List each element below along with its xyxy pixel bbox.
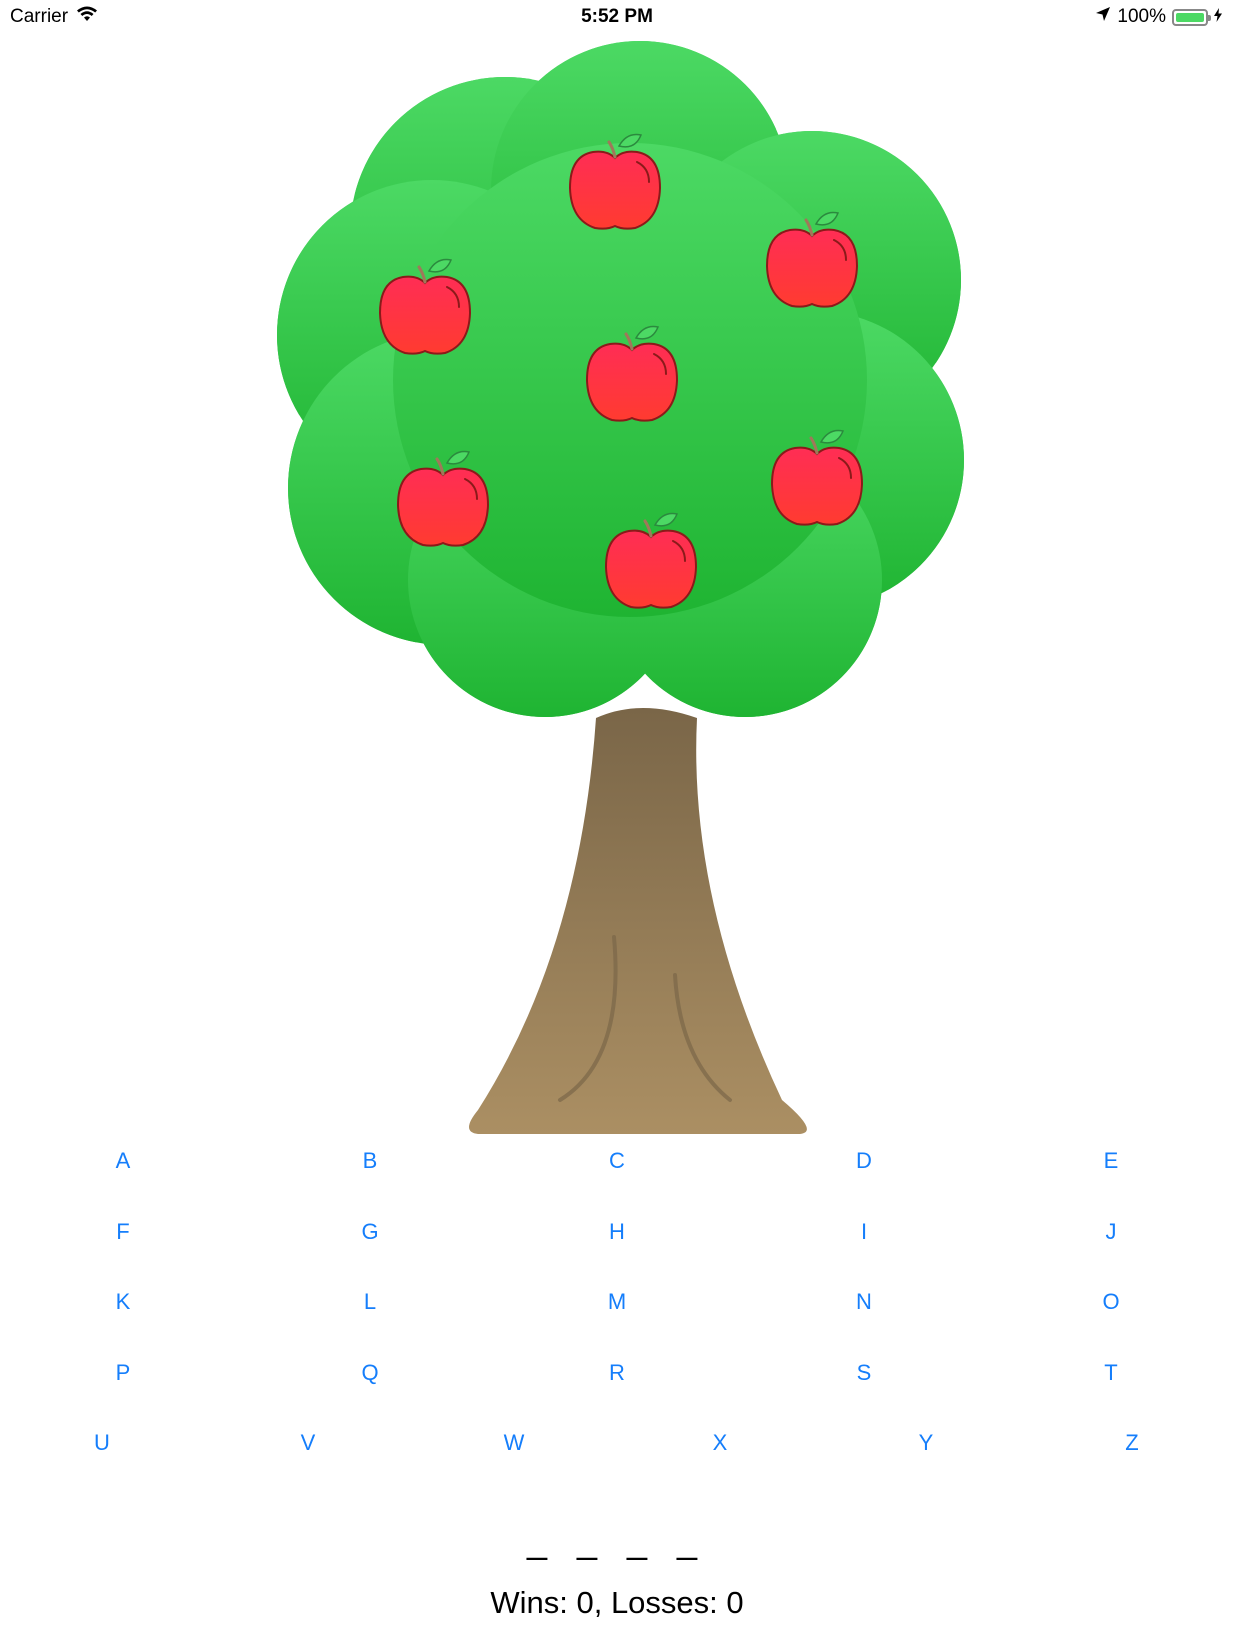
letter-button-l[interactable]: L [340, 1282, 400, 1322]
letter-button-g[interactable]: G [340, 1212, 400, 1252]
apple-icon [765, 211, 859, 308]
letter-button-t[interactable]: T [1081, 1353, 1141, 1393]
score-label: Wins: 0, Losses: 0 [490, 1585, 744, 1620]
letter-button-u[interactable]: U [72, 1423, 132, 1463]
location-arrow-icon [1095, 6, 1111, 28]
apple-icon [604, 512, 698, 609]
letter-button-x[interactable]: X [690, 1423, 750, 1463]
letter-button-r[interactable]: R [587, 1353, 647, 1393]
status-left: Carrier [10, 6, 98, 28]
status-right: 100% [1095, 6, 1222, 28]
letter-button-i[interactable]: I [834, 1212, 894, 1252]
letter-button-p[interactable]: P [93, 1353, 153, 1393]
letter-button-c[interactable]: C [587, 1141, 647, 1181]
battery-icon [1172, 8, 1211, 26]
charging-bolt-icon [1214, 6, 1222, 28]
tree-illustration [271, 35, 970, 1134]
letter-button-o[interactable]: O [1081, 1282, 1141, 1322]
letter-button-b[interactable]: B [340, 1141, 400, 1181]
status-time: 5:52 PM [581, 6, 653, 27]
status-bar: Carrier 5:52 PM 100% [0, 0, 1234, 34]
letter-button-h[interactable]: H [587, 1212, 647, 1252]
battery-percent: 100% [1117, 6, 1166, 27]
letter-button-s[interactable]: S [834, 1353, 894, 1393]
carrier-label: Carrier [10, 6, 69, 27]
wifi-icon [76, 6, 98, 28]
word-display: _ _ _ _ [526, 1520, 708, 1561]
letter-button-q[interactable]: Q [340, 1353, 400, 1393]
letter-button-z[interactable]: Z [1102, 1423, 1162, 1463]
battery-fill [1176, 12, 1204, 22]
tree-trunk [469, 708, 807, 1134]
letter-button-w[interactable]: W [484, 1423, 544, 1463]
apple-icon [396, 450, 490, 547]
letter-button-k[interactable]: K [93, 1282, 153, 1322]
apple-icon [378, 258, 472, 355]
letter-button-v[interactable]: V [278, 1423, 338, 1463]
letter-button-n[interactable]: N [834, 1282, 894, 1322]
apple-icon [585, 325, 679, 422]
apple-icon [770, 429, 864, 526]
letter-button-m[interactable]: M [587, 1282, 647, 1322]
apple-icon [568, 133, 662, 230]
letter-button-e[interactable]: E [1081, 1141, 1141, 1181]
letter-button-f[interactable]: F [93, 1212, 153, 1252]
letter-button-y[interactable]: Y [896, 1423, 956, 1463]
letter-button-a[interactable]: A [93, 1141, 153, 1181]
letter-button-d[interactable]: D [834, 1141, 894, 1181]
apple-tree [0, 34, 1234, 1134]
letter-button-j[interactable]: J [1081, 1212, 1141, 1252]
